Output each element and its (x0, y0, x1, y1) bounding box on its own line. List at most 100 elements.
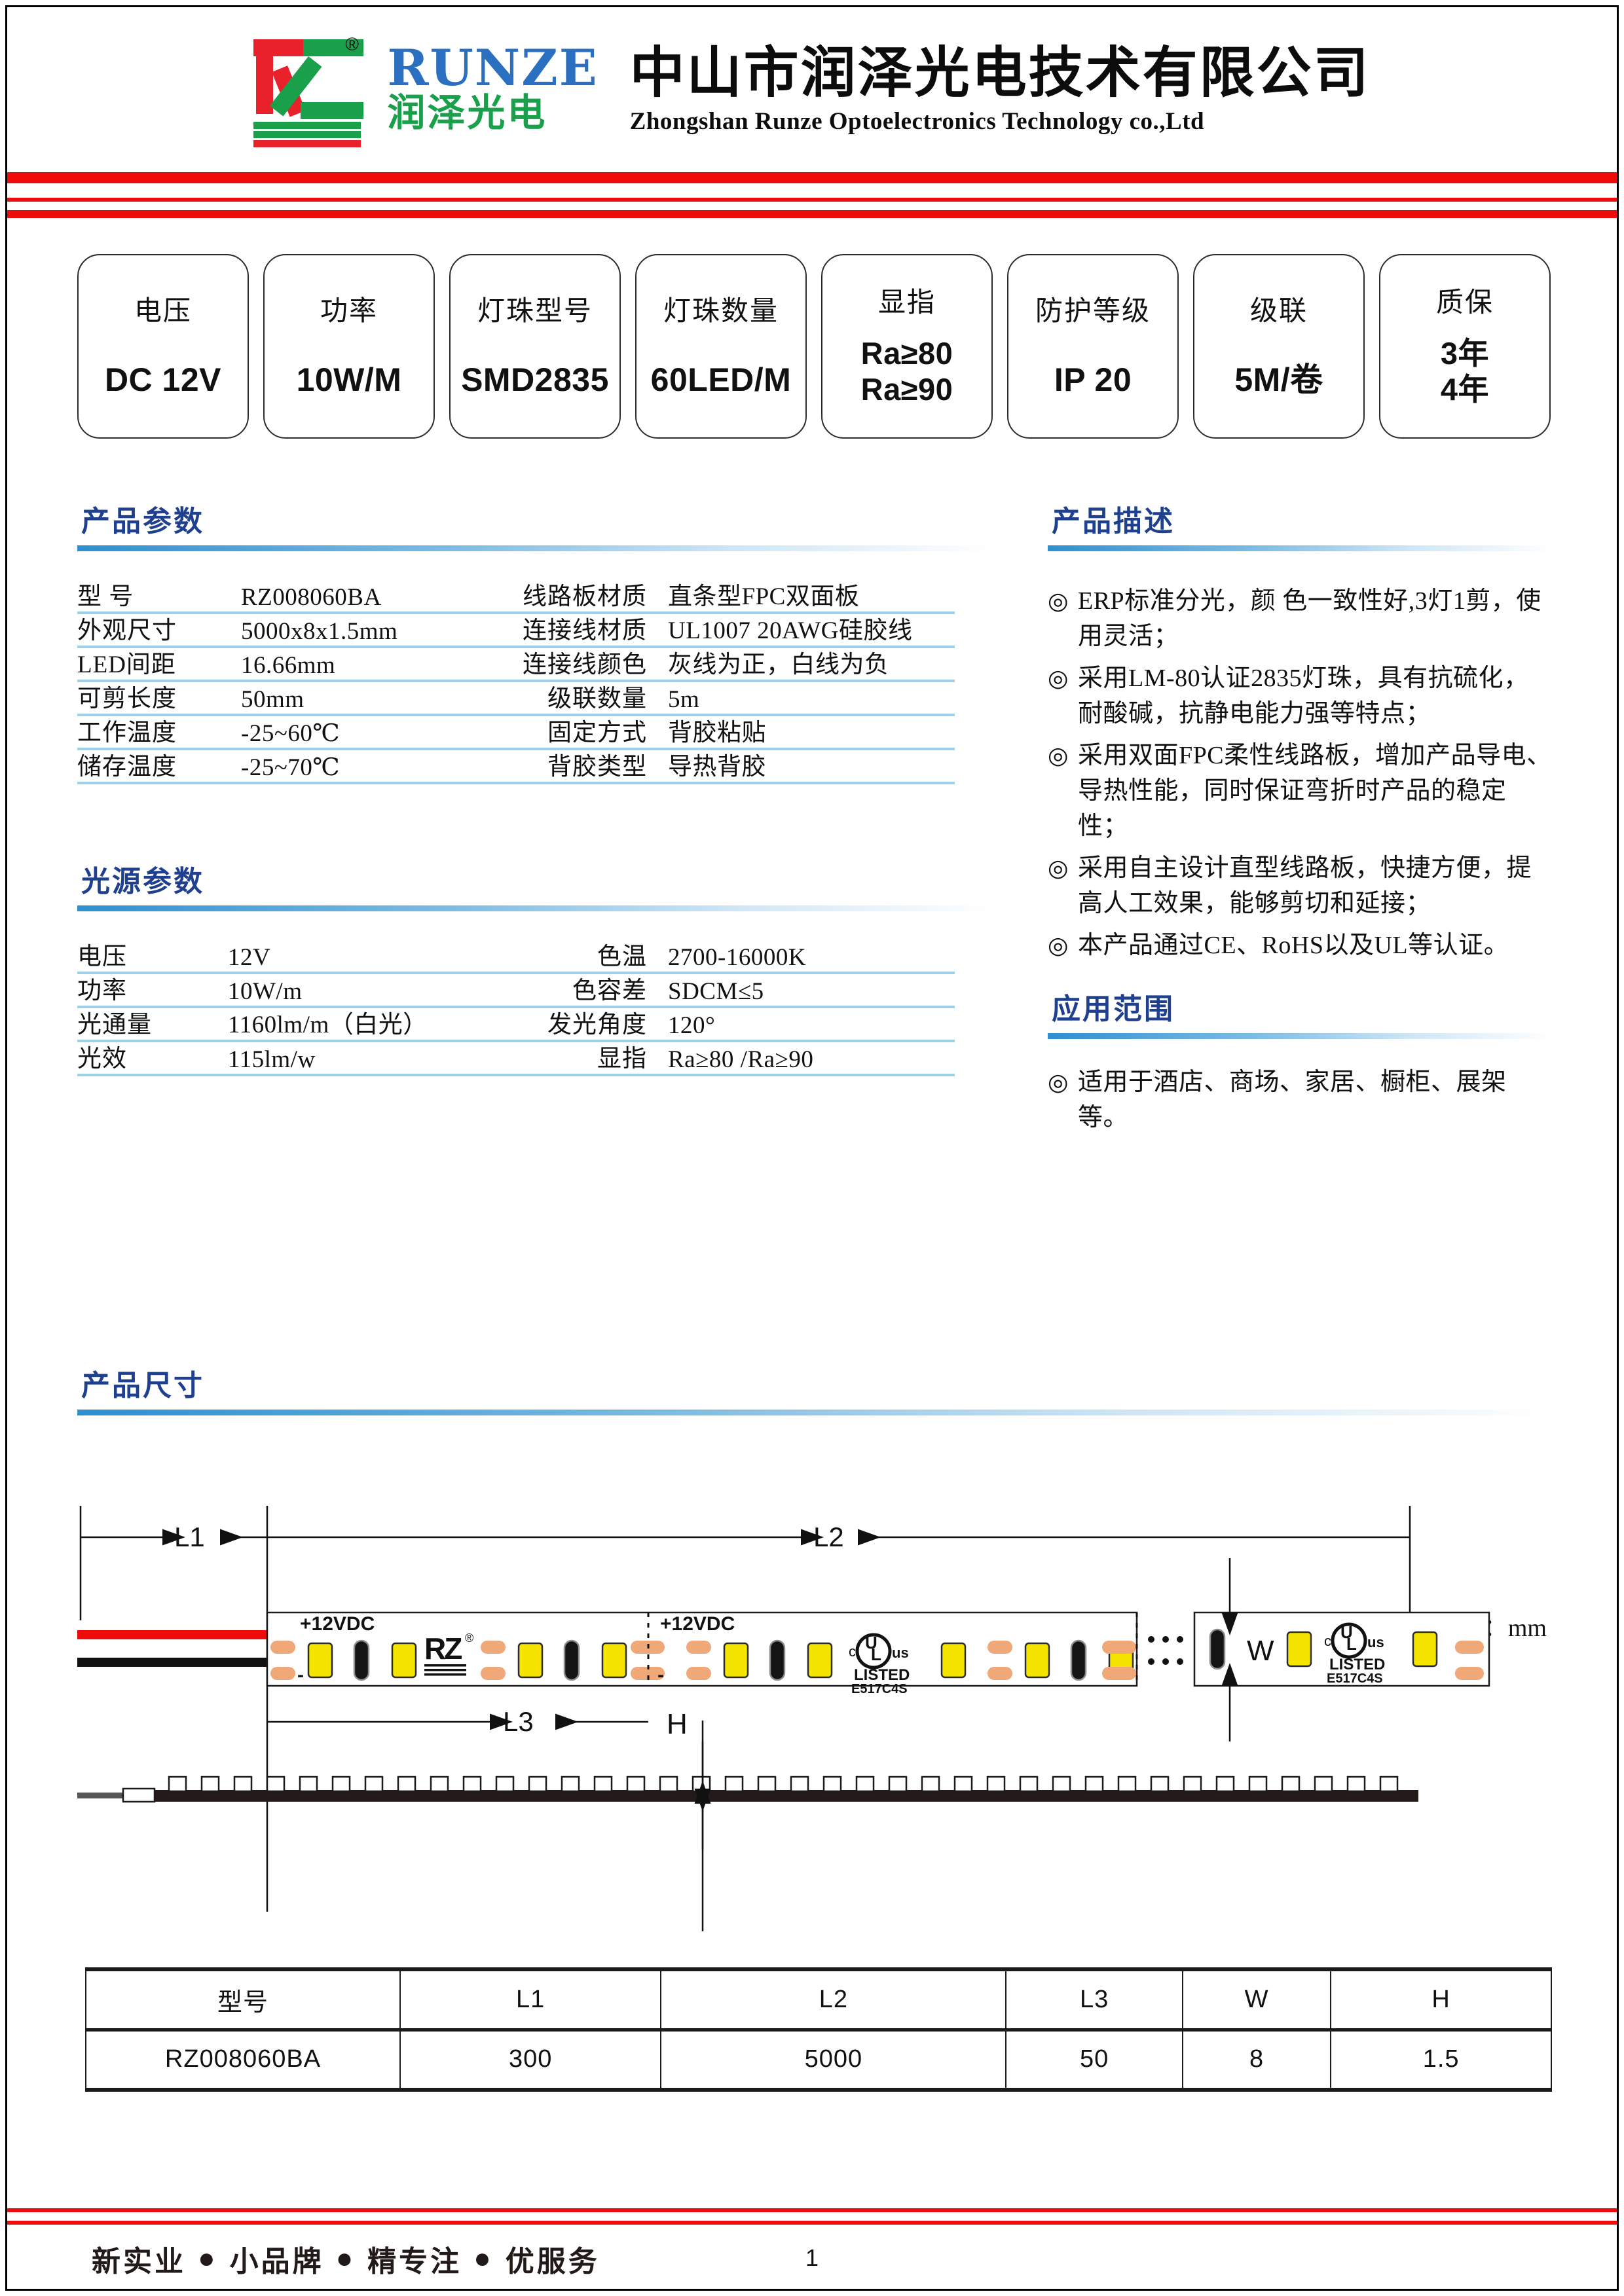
footer-separator-icon: ● (473, 2242, 494, 2274)
table-cell: 50 (1005, 2029, 1183, 2092)
param-key: 电压 (77, 943, 127, 970)
svg-text:c: c (1324, 1633, 1331, 1649)
column-header: 型号 (85, 1967, 401, 2032)
svg-text:®: ® (465, 1631, 473, 1645)
param-value: 1160lm/m（白光） (228, 1011, 428, 1038)
param-key: 连接线颜色 (523, 651, 647, 678)
header-red-rules (7, 172, 1617, 218)
badge-label: 电压 (134, 295, 192, 326)
section-title: 产品尺寸 (81, 1370, 204, 1402)
section-title: 产品参数 (81, 505, 204, 538)
table-row: LED间距 16.66mm (77, 648, 483, 682)
registered-mark-icon: ® (345, 34, 359, 54)
badge-label: 灯珠型号 (477, 295, 593, 326)
param-value: RZ008060BA (241, 584, 382, 611)
product-desc-section: 产品描述 ◎ ERP标准分光，颜 色一致性好,3灯1剪，使用灵活； ◎ 采用LM… (1048, 498, 1552, 970)
list-item: ◎ 采用自主设计直型线路板，快捷方便，提高人工效果，能够剪切和延接； (1048, 851, 1552, 922)
dimension-table: 型号 L1 L2 L3 W H RZ008060BA 300 5000 50 8… (85, 1967, 1552, 2092)
dimension-label-w: W (1247, 1635, 1274, 1667)
table-row: 型 号 RZ008060BA (77, 580, 483, 614)
brand-name-cn: 润泽光电 (387, 91, 547, 134)
list-item: ◎ 采用LM-80认证2835灯珠，具有抗硫化，耐酸碱，抗静电能力强等特点； (1048, 661, 1552, 732)
bullet-icon: ◎ (1048, 741, 1069, 769)
list-item: ◎ 适用于酒店、商场、家居、橱柜、展架等。 (1048, 1065, 1552, 1136)
list-item: ◎ ERP标准分光，颜 色一致性好,3灯1剪，使用灵活； (1048, 584, 1552, 655)
table-row: RZ008060BA 300 5000 50 8 1.5 (85, 2029, 1552, 2092)
param-key: 色温 (597, 943, 647, 970)
param-key: 连接线材质 (523, 617, 647, 644)
param-key: 光通量 (77, 1011, 152, 1038)
table-row: 光通量 1160lm/m（白光） (77, 1008, 483, 1042)
svg-text:U: U (1340, 1622, 1353, 1642)
param-key: 显指 (597, 1046, 647, 1072)
application-list: ◎ 适用于酒店、商场、家居、橱柜、展架等。 (1048, 1065, 1552, 1136)
ul-listing-mark-icon: U L c us LISTED E517C4S (1324, 1622, 1385, 1686)
table-cell: 8 (1181, 2029, 1332, 2092)
dimension-drawing: L1 L2 +12VDC - RZ ® +12VDC - U L c us LI… (77, 1506, 1490, 1931)
spec-badge-voltage: 电压 DC 12V (77, 254, 249, 439)
page-footer: 新实业 ● 小品牌 ● 精专注 ● 优服务 (92, 2238, 1532, 2280)
page-number: 1 (805, 2244, 819, 2271)
table-row: 显指 Ra≥80 /Ra≥90 (483, 1042, 955, 1076)
param-value: 灰线为正，白线为负 (668, 651, 889, 678)
page-border (5, 5, 1619, 2291)
section-rule (77, 1410, 1551, 1415)
spec-badge-ip-rating: 防护等级 IP 20 (1007, 254, 1179, 439)
footer-red-rules (7, 2208, 1617, 2225)
dimension-label-h: H (667, 1708, 688, 1740)
company-logo: ® RUNZE 润泽光电 中山市润泽光电技术有限公司 Zhongshan Run… (253, 34, 1371, 147)
spec-badge-power: 功率 10W/M (263, 254, 435, 439)
spec-badge-cascade: 级联 5M/卷 (1193, 254, 1365, 439)
brand-name-en: RUNZE (387, 38, 599, 97)
table-cell: 300 (399, 2029, 662, 2092)
param-key: 型 号 (77, 583, 134, 610)
table-row: 储存温度 -25~70℃ (77, 750, 483, 784)
svg-text:RZ: RZ (424, 1631, 462, 1666)
svg-text:U: U (865, 1633, 877, 1652)
product-params-right-col: 线路板材质 直条型FPC双面板 连接线材质 UL1007 20AWG硅胶线 连接… (483, 580, 955, 784)
svg-text:L: L (871, 1645, 881, 1664)
badge-value: SMD2835 (461, 361, 609, 398)
badge-value: DC 12V (104, 361, 222, 398)
company-names: 中山市润泽光电技术有限公司 Zhongshan Runze Optoelectr… (630, 44, 1371, 135)
svg-text:LISTED: LISTED (854, 1666, 910, 1684)
dimension-label-l1: L1 (174, 1522, 205, 1552)
list-item: ◎ 本产品通过CE、RoHS以及UL等认证。 (1048, 928, 1552, 964)
param-key: 色容差 (572, 977, 647, 1004)
brand-names: RUNZE 润泽光电 (387, 38, 599, 136)
bullet-icon: ◎ (1048, 931, 1069, 958)
table-cell: 1.5 (1330, 2029, 1552, 2092)
table-row: 电压 12V (77, 940, 483, 974)
param-key: 线路板材质 (523, 583, 647, 610)
column-header: L2 (660, 1967, 1007, 2032)
negative-lead-wire (77, 1658, 270, 1667)
table-row: 色容差 SDCM≤5 (483, 974, 955, 1008)
company-name-cn: 中山市润泽光电技术有限公司 (629, 42, 1371, 104)
section-title: 产品描述 (1052, 505, 1175, 538)
svg-text:E517C4S: E517C4S (851, 1682, 908, 1696)
param-key: 固定方式 (547, 720, 647, 746)
dimension-label-l3: L3 (503, 1706, 534, 1737)
list-item-text: 采用双面FPC柔性线路板，增加产品导电、导热性能，同时保证弯折时产品的稳定性； (1078, 741, 1552, 840)
badge-value: Ra≥80 Ra≥90 (860, 335, 953, 407)
badge-value: 10W/M (296, 361, 402, 398)
table-row: 发光角度 120° (483, 1008, 955, 1042)
spec-badge-led-model: 灯珠型号 SMD2835 (449, 254, 621, 439)
source-params-section: 光源参数 电压 12V 功率 10W/m 光通量 1160lm/m（白光） 光效… (77, 858, 994, 1076)
section-title: 光源参数 (81, 866, 204, 898)
param-key: 发光角度 (547, 1011, 647, 1038)
param-key: 可剪长度 (77, 685, 177, 712)
voltage-marking: +12VDC (300, 1613, 375, 1635)
negative-marking: - (297, 1664, 304, 1686)
product-params-section: 产品参数 型 号 RZ008060BA 外观尺寸 5000x8x1.5mm LE… (77, 498, 994, 784)
badge-label: 显指 (877, 286, 936, 318)
negative-marking: - (657, 1664, 664, 1686)
product-params-grid: 型 号 RZ008060BA 外观尺寸 5000x8x1.5mm LED间距 1… (77, 580, 994, 784)
voltage-marking: +12VDC (660, 1613, 735, 1635)
column-header: L1 (399, 1967, 662, 2032)
badge-value: 3年 4年 (1440, 335, 1490, 407)
bullet-icon: ◎ (1048, 664, 1069, 691)
positive-lead-wire (77, 1630, 270, 1639)
table-row: 连接线颜色 灰线为正，白线为负 (483, 648, 955, 682)
param-value: 120° (668, 1012, 716, 1039)
